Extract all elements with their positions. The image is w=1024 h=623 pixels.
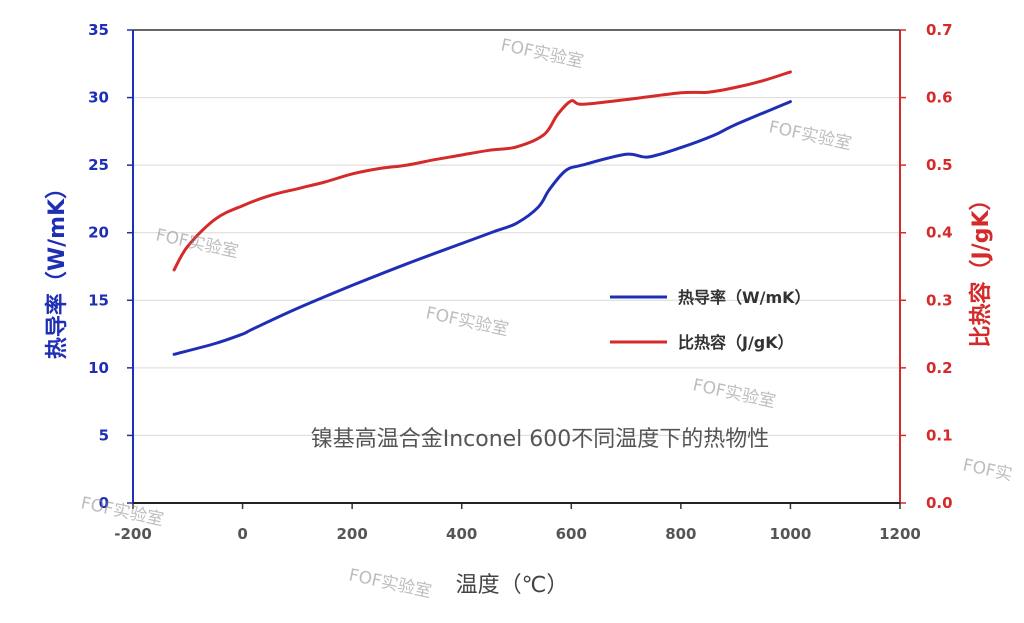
- watermarks: FOF实验室 FOF实验室 FOF实验室 FOF实验室 FOF实验室 FOF实验…: [79, 35, 1014, 602]
- y-right-tick-label: 0.2: [926, 359, 953, 377]
- y-left-tick-label: 0: [99, 494, 109, 512]
- y-right-tick-label: 0.3: [926, 291, 953, 309]
- x-tick-label: 200: [336, 525, 367, 543]
- series-lines: [172, 70, 792, 356]
- y-axis-label-right: 比热容（J/gK）: [968, 188, 994, 347]
- y-left-tick-label: 10: [88, 359, 109, 377]
- watermark: FOF实验室: [767, 117, 853, 154]
- x-tick-label: 0: [237, 525, 247, 543]
- legend: 热导率（W/mK） 比热容（J/gK）: [610, 288, 811, 352]
- watermark: FOF实: [961, 455, 1014, 485]
- y-left-tick-label: 25: [88, 156, 109, 174]
- x-tick-label: 600: [556, 525, 587, 543]
- x-tick-label: 1200: [879, 525, 921, 543]
- axes: [127, 29, 906, 509]
- y-right-tick-label: 0.1: [926, 426, 953, 444]
- legend-label-specific-heat: 比热容（J/gK）: [678, 333, 794, 352]
- y-right-tick-label: 0.4: [926, 224, 953, 242]
- watermark: FOF实验室: [347, 565, 433, 602]
- x-tick-label: 1000: [770, 525, 812, 543]
- x-tick-label: 400: [446, 525, 477, 543]
- y-left-tick-label: 30: [88, 89, 109, 107]
- y-right-tick-label: 0.7: [926, 21, 953, 39]
- x-axis-label: 温度（℃）: [456, 573, 569, 598]
- y-right-tick-label: 0.5: [926, 156, 953, 174]
- watermark: FOF实验室: [499, 35, 585, 72]
- x-tick-label: -200: [114, 525, 152, 543]
- x-tick-label: 800: [665, 525, 696, 543]
- y-right-tick-label: 0.6: [926, 89, 953, 107]
- y-left-tick-label: 5: [99, 426, 109, 444]
- watermark: FOF实验室: [691, 375, 777, 412]
- watermark: FOF实验室: [424, 303, 510, 340]
- grid-lines: [133, 29, 900, 436]
- y-right-tick-label: 0.0: [926, 494, 953, 512]
- y-left-tick-label: 15: [88, 291, 109, 309]
- watermark: FOF实验室: [154, 225, 240, 262]
- y-axis-label-left: 热导率（W/mK）: [44, 177, 70, 359]
- y-left-tick-label: 35: [88, 21, 109, 39]
- chart-annotation: 镍基高温合金Inconel 600不同温度下的热物性: [311, 427, 770, 452]
- legend-label-thermal-conductivity: 热导率（W/mK）: [678, 288, 811, 307]
- series-line-specific-heat: [172, 70, 792, 272]
- tick-labels: 0 5 10 15 20 25 30 35 0.0 0.1 0.2 0.3 0.4 0.5 0.6 0.7 -2…: [88, 21, 952, 543]
- series-line-thermal-conductivity: [172, 100, 792, 356]
- y-left-tick-label: 20: [88, 224, 109, 242]
